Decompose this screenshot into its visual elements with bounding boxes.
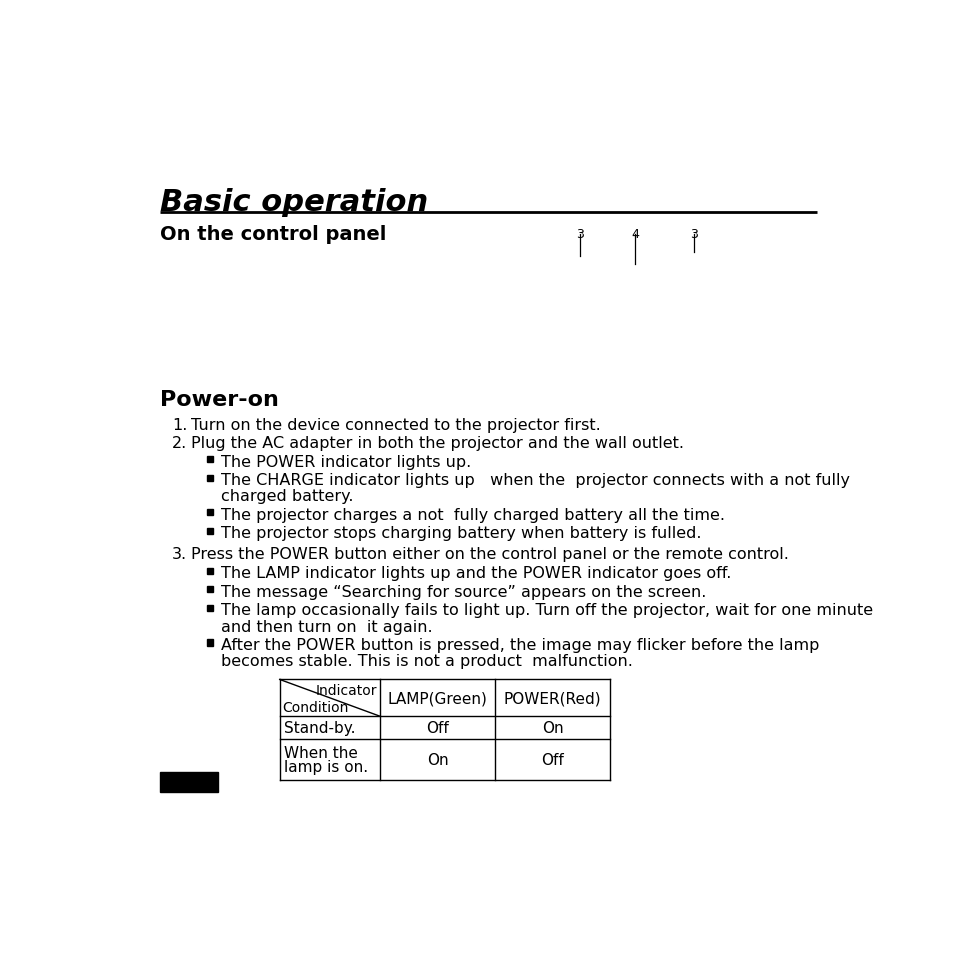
Text: Press the POWER button either on the control panel or the remote control.: Press the POWER button either on the con… <box>191 547 787 561</box>
Text: 3: 3 <box>690 228 698 241</box>
Bar <box>207 510 213 516</box>
Text: The LAMP indicator lights up and the POWER indicator goes off.: The LAMP indicator lights up and the POW… <box>220 566 730 581</box>
Text: POWER(Red): POWER(Red) <box>503 691 600 705</box>
Text: charged battery.: charged battery. <box>220 489 353 504</box>
Text: Basic operation: Basic operation <box>159 188 427 216</box>
Bar <box>207 476 213 481</box>
Bar <box>159 772 217 792</box>
Text: Condition: Condition <box>282 700 348 715</box>
Text: On: On <box>541 720 562 736</box>
Text: Power-on: Power-on <box>159 390 278 410</box>
Text: On: On <box>427 752 448 767</box>
Bar <box>207 528 213 535</box>
Text: Turn on the device connected to the projector first.: Turn on the device connected to the proj… <box>191 417 599 433</box>
Text: 2.: 2. <box>172 436 187 450</box>
Text: 4: 4 <box>631 228 639 241</box>
Text: After the POWER button is pressed, the image may flicker before the lamp: After the POWER button is pressed, the i… <box>220 638 819 653</box>
Bar <box>207 605 213 611</box>
Text: On the control panel: On the control panel <box>159 224 386 243</box>
Text: The projector stops charging battery when battery is fulled.: The projector stops charging battery whe… <box>220 526 700 541</box>
Text: The projector charges a not  fully charged battery all the time.: The projector charges a not fully charge… <box>220 507 724 522</box>
Bar <box>207 568 213 575</box>
Text: 3.: 3. <box>172 547 187 561</box>
Text: Off: Off <box>540 752 563 767</box>
Text: The message “Searching for source” appears on the screen.: The message “Searching for source” appea… <box>220 584 705 599</box>
Text: EN-20: EN-20 <box>161 773 216 791</box>
Text: Stand-by.: Stand-by. <box>283 720 355 736</box>
Text: The CHARGE indicator lights up   when the  projector connects with a not fully: The CHARGE indicator lights up when the … <box>220 473 849 488</box>
Text: lamp is on.: lamp is on. <box>283 759 367 774</box>
Text: LAMP(Green): LAMP(Green) <box>388 691 487 705</box>
Bar <box>207 587 213 593</box>
Bar <box>207 639 213 646</box>
Text: Plug the AC adapter in both the projector and the wall outlet.: Plug the AC adapter in both the projecto… <box>191 436 683 450</box>
Text: The POWER indicator lights up.: The POWER indicator lights up. <box>220 455 471 469</box>
Bar <box>207 456 213 463</box>
Text: 1.: 1. <box>172 417 187 433</box>
Text: and then turn on  it again.: and then turn on it again. <box>220 618 432 634</box>
Text: Indicator: Indicator <box>315 683 377 698</box>
Text: 3: 3 <box>576 228 584 241</box>
Text: becomes stable. This is not a product  malfunction.: becomes stable. This is not a product ma… <box>220 654 632 669</box>
Text: When the: When the <box>283 745 357 760</box>
Text: Off: Off <box>426 720 449 736</box>
Text: The lamp occasionally fails to light up. Turn off the projector, wait for one mi: The lamp occasionally fails to light up.… <box>220 603 872 618</box>
